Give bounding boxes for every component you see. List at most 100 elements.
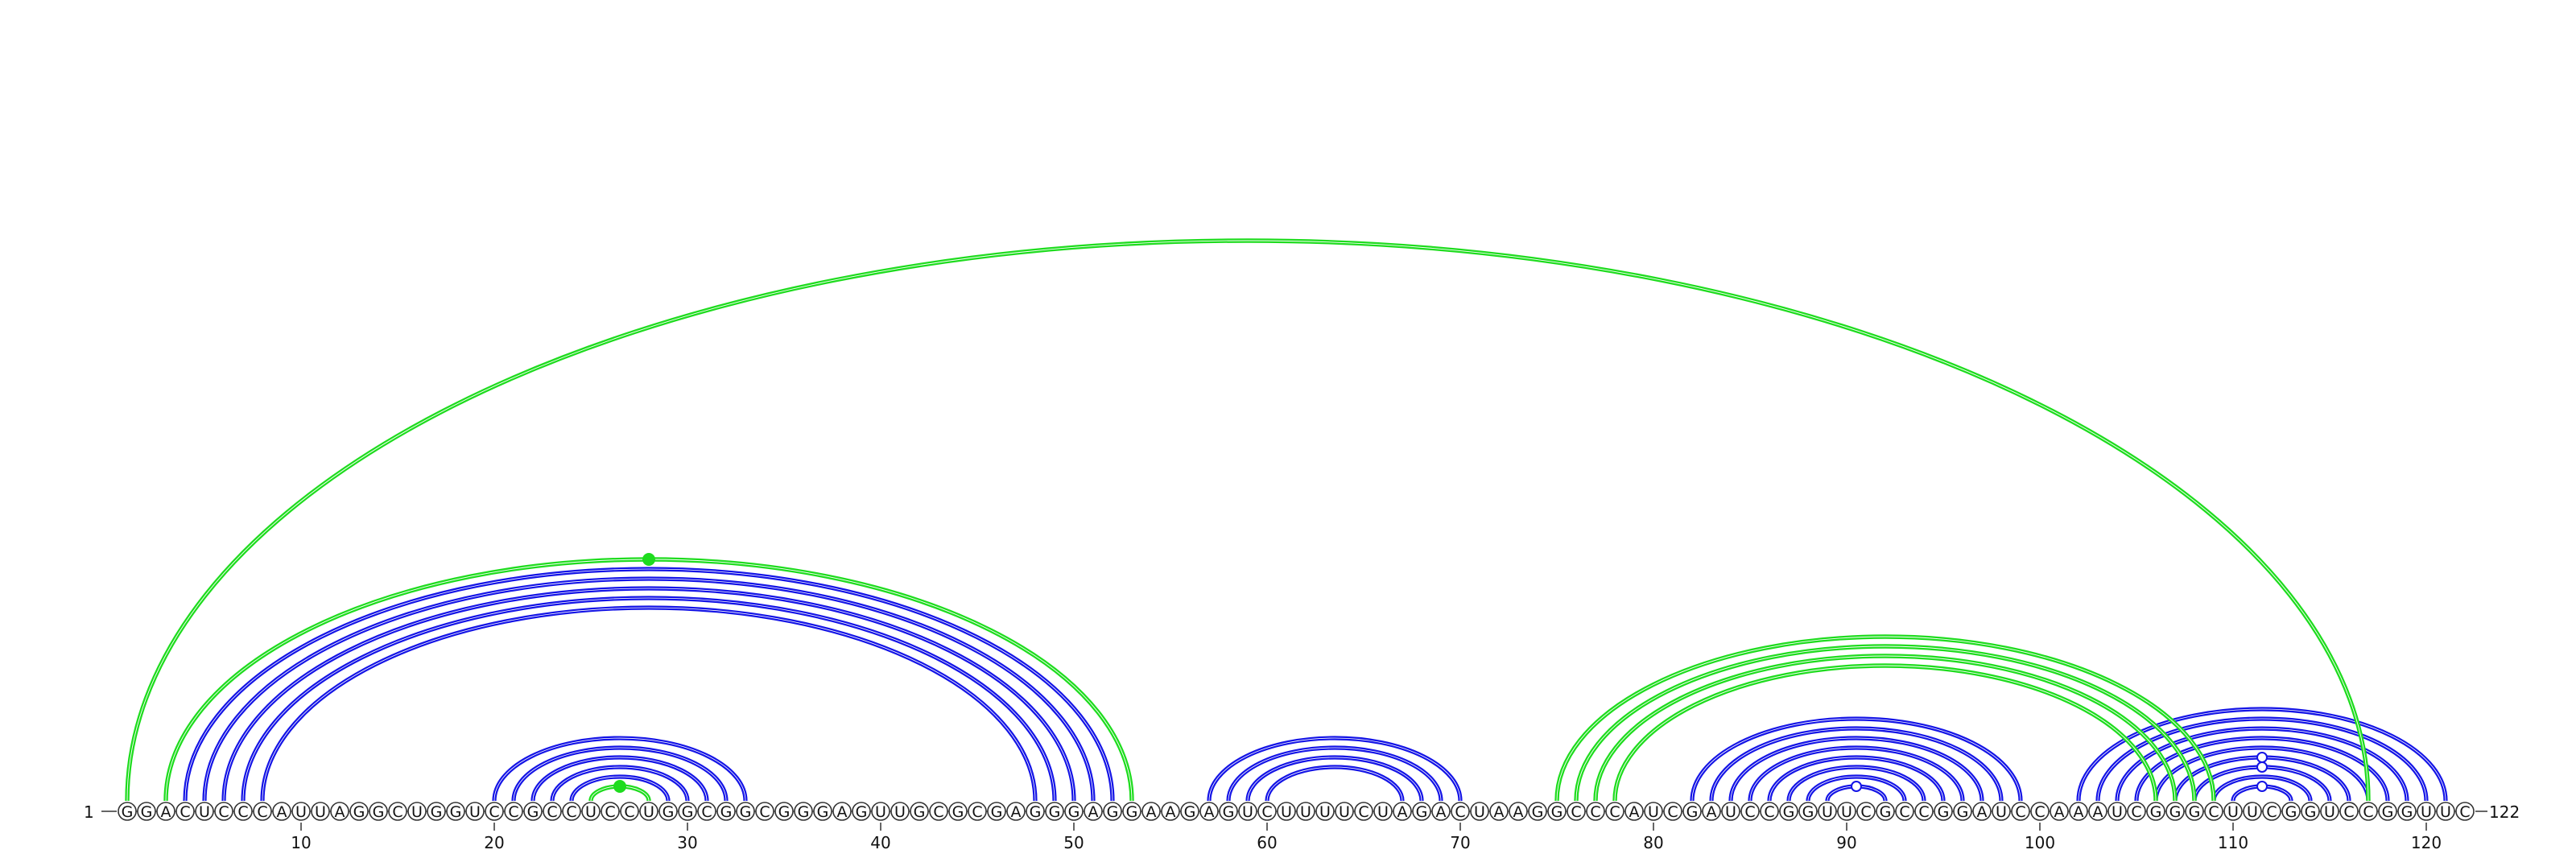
nucleotide: C [2339,802,2359,821]
nucleotide-letter: U [2227,803,2239,821]
nucleotide-circle [1354,802,1373,821]
nucleotide: C [755,802,774,821]
nucleotide: U [195,802,214,821]
nucleotide-letter: G [740,803,752,821]
nucleotide: A [1509,802,1528,821]
nucleotide-circle [1084,802,1103,821]
nucleotide: G [2165,802,2185,821]
nucleotide: C [562,802,581,821]
nucleotide-circle [697,802,716,821]
nucleotide-letter: A [1204,803,1215,821]
nucleotide-circle [2359,802,2378,821]
nucleotide-letter: C [508,803,518,821]
nucleotide: G [427,802,446,821]
nucleotide-letter: C [392,803,402,821]
nucleotide-letter: G [122,803,134,821]
nucleotide-circle [987,802,1006,821]
nucleotide-letter: G [527,803,539,821]
nested-pair-arc-inner [262,607,1036,802]
nucleotide: G [137,802,156,821]
nucleotide: G [1219,802,1238,821]
nucleotide-circle [1740,802,1760,821]
nucleotide-circle [658,802,678,821]
nucleotide-circle [755,802,774,821]
nucleotide: C [1856,802,1876,821]
nucleotide-circle [446,802,465,821]
nucleotide-letter: U [1648,803,1659,821]
nucleotide: U [890,802,910,821]
nucleotide: C [214,802,233,821]
nucleotide-letter: U [315,803,326,821]
nucleotide-letter: U [585,803,597,821]
nucleotide: A [1972,802,1992,821]
nucleotide-letter: A [161,803,171,821]
nucleotide-letter: G [1184,803,1196,821]
nucleotide: G [794,802,813,821]
nucleotide: A [1393,802,1412,821]
nucleotide-letter: G [1030,803,1042,821]
nested-pair-arc [530,755,709,802]
nucleotide-circle [1489,802,1509,821]
nucleotide: C [601,802,620,821]
nucleotide-circle [1876,802,1895,821]
nucleotide-circle [349,802,369,821]
nested-pair-arc-inner [1711,728,2002,802]
nucleotide: C [1895,802,1914,821]
nucleotide-circle [2223,802,2243,821]
nucleotide: C [253,802,272,821]
nucleotide: C [1354,802,1373,821]
nucleotide-circle [1296,802,1315,821]
nucleotide-letter: U [894,803,906,821]
nucleotide-circle [1934,802,1953,821]
nucleotide-letter: C [2208,803,2219,821]
nucleotide: C [2011,802,2030,821]
nucleotide-circle [1161,802,1180,821]
nucleotide-letter: C [933,803,943,821]
nucleotide-letter: U [1474,803,1485,821]
nucleotide-circle [1953,802,1972,821]
nucleotide: A [2069,802,2088,821]
nucleotide-letter: C [547,803,557,821]
nucleotide-circle [813,802,832,821]
nucleotide: U [1315,802,1335,821]
nucleotide-letter: C [1590,803,1600,821]
axis-tick-label: 30 [677,833,697,852]
nucleotide-letter: C [2015,803,2025,821]
nucleotide: U [1238,802,1257,821]
nucleotide: C [1567,802,1586,821]
nucleotide-letter: G [720,803,733,821]
nucleotide-circle [2243,802,2262,821]
nucleotide-circle [2320,802,2339,821]
nucleotide-circle [1335,802,1354,821]
nucleotide-letter: G [914,803,926,821]
nucleotide-letter: U [1996,803,2007,821]
nucleotide: G [118,802,137,821]
nucleotide-circle [485,802,504,821]
nucleotide: U [2417,802,2436,821]
axis-tick-label: 90 [1836,833,1856,852]
nucleotide-letter: G [856,803,868,821]
nucleotide: C [175,802,195,821]
nucleotide: U [1721,802,1740,821]
nucleotide-letter: G [450,803,462,821]
nucleotide-circle [1760,802,1779,821]
nucleotide-letter: G [2382,803,2394,821]
nucleotide-circle [2165,802,2185,821]
nucleotide: A [1702,802,1721,821]
nucleotide-circle [2262,802,2281,821]
nucleotide-circle [1972,802,1992,821]
nucleotide-circle [716,802,736,821]
nucleotide-circle [1644,802,1663,821]
nucleotide-letter: A [2054,803,2065,821]
nucleotide: C [388,802,407,821]
nucleotide-circle [137,802,156,821]
nucleotide: C [2127,802,2146,821]
nucleotide: U [407,802,427,821]
nucleotide-letter: U [1377,803,1389,821]
nucleotide: A [1006,802,1026,821]
nucleotide: G [852,802,871,821]
nucleotide: C [2262,802,2281,821]
nested-pair-arc-inner [204,578,1094,802]
crossing-pair-arc [163,557,1134,802]
nucleotide-circle [1895,802,1914,821]
